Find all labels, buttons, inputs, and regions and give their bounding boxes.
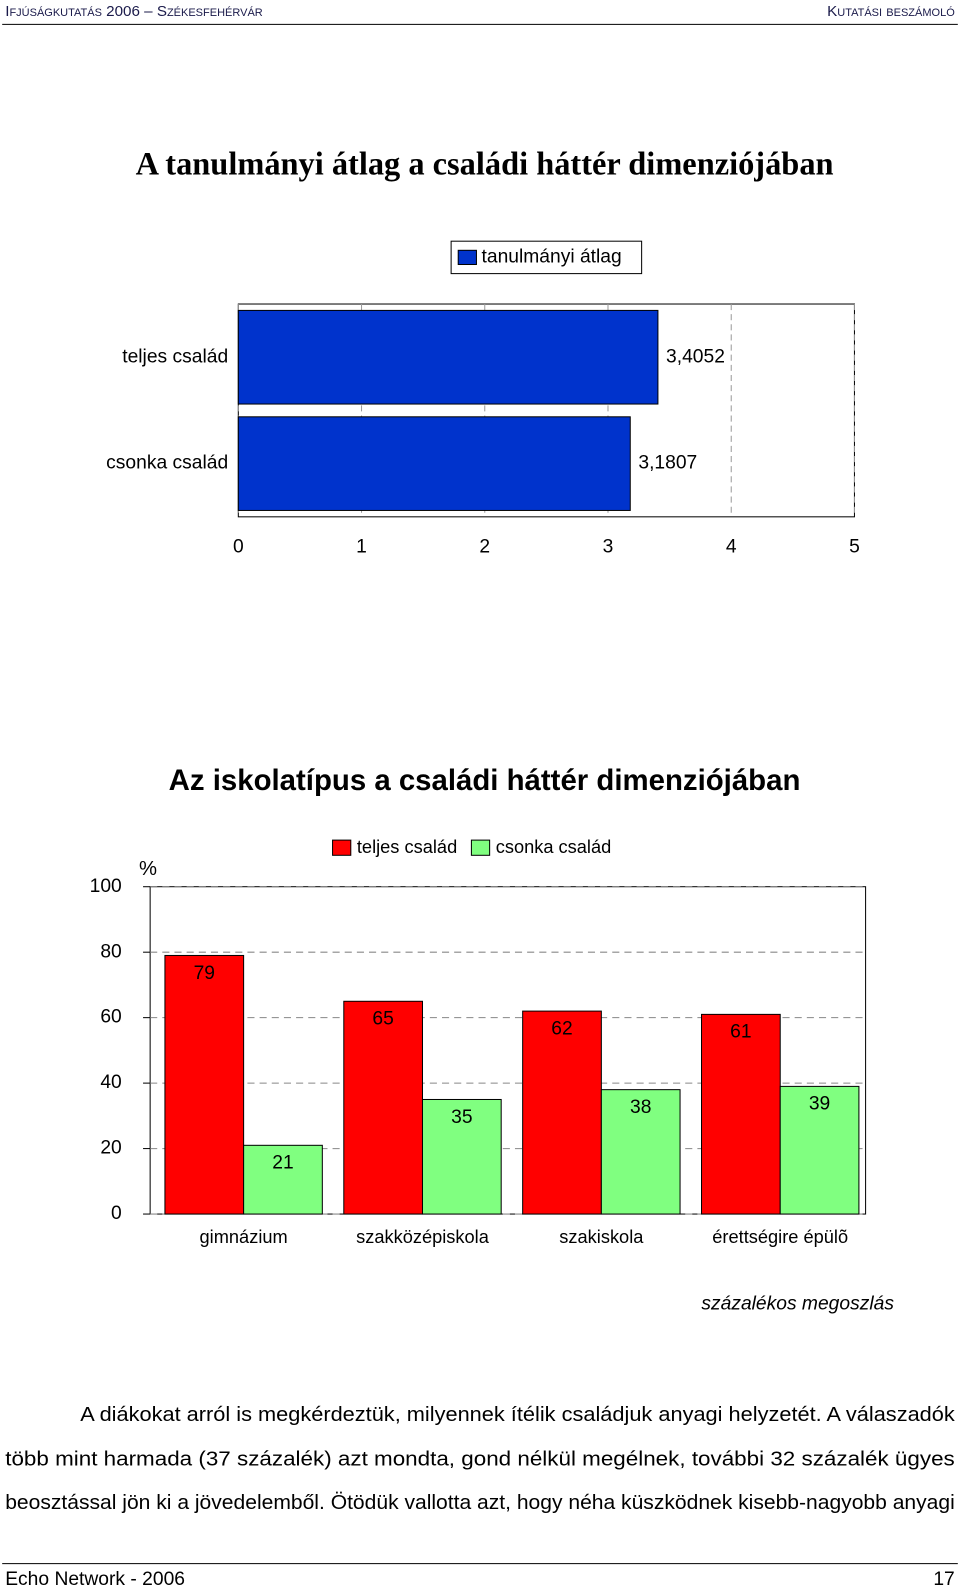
bar — [522, 1010, 602, 1215]
x-tick-label: 2 — [479, 536, 490, 557]
bar — [164, 954, 245, 1215]
paragraph-line: A diákokat arról is megkérdeztük, milyen… — [80, 1404, 955, 1426]
value-label: 35 — [451, 1107, 472, 1128]
category-label: csonka család — [106, 453, 228, 474]
paragraph-line: beosztással jön ki a jövedelemből. Ötödü… — [5, 1492, 955, 1514]
x-tick-label: érettségire épülõ — [712, 1226, 848, 1247]
bar — [343, 1000, 423, 1215]
value-label: 61 — [730, 1022, 751, 1043]
x-tick-label: 5 — [849, 536, 860, 557]
value-label: 3,1807 — [638, 453, 697, 474]
value-label: 38 — [630, 1097, 651, 1118]
legend-swatch — [470, 839, 491, 856]
x-tick-label: 0 — [233, 536, 244, 557]
bar — [701, 1013, 781, 1215]
x-tick-label: 4 — [726, 536, 737, 557]
chart-note: százalékos megoszlás — [701, 1293, 894, 1314]
category-label: teljes család — [122, 346, 228, 367]
footer-right: 17 — [933, 1569, 954, 1589]
x-tick-label: 3 — [603, 536, 614, 557]
y-tick-label: 100 — [90, 876, 122, 897]
x-tick-label: szakiskola — [559, 1226, 644, 1247]
value-label: 39 — [809, 1094, 830, 1115]
y-tick-label: 40 — [100, 1072, 121, 1093]
value-label: 62 — [551, 1018, 572, 1039]
bar — [421, 1098, 502, 1215]
bar — [779, 1085, 860, 1215]
x-tick-label: gimnázium — [200, 1226, 288, 1247]
legend-label: teljes család — [357, 836, 457, 857]
value-label: 65 — [372, 1009, 393, 1030]
chart-title: Az iskolatípus a családi háttér dimenzió… — [169, 764, 801, 797]
legend-box — [450, 240, 643, 275]
y-tick-label: 60 — [100, 1007, 121, 1028]
x-tick-label: szakközépiskola — [356, 1226, 490, 1247]
y-tick-label: 80 — [100, 941, 121, 962]
value-label: 79 — [194, 963, 215, 984]
paragraph-line: több mint harmada (37 százalék) azt mond… — [5, 1449, 955, 1471]
y-tick-label: 20 — [100, 1138, 121, 1159]
y-tick-label: 0 — [111, 1203, 122, 1224]
legend-swatch — [457, 249, 477, 266]
x-tick-label: 1 — [356, 536, 367, 557]
legend-label: csonka család — [496, 836, 612, 857]
value-label: 21 — [272, 1153, 293, 1174]
bar — [243, 1144, 323, 1215]
header-right: Kutatási beszámoló — [827, 3, 955, 20]
legend-label: tanulmányi átlag — [482, 246, 622, 267]
bar — [237, 416, 631, 511]
bar — [600, 1089, 681, 1215]
header-left: Ifjúságkutatás 2006 – Székesfehérvár — [5, 3, 263, 20]
y-axis-label: % — [139, 858, 157, 880]
chart-title: A tanulmányi átlag a családi háttér dime… — [136, 147, 834, 183]
footer-left: Echo Network - 2006 — [5, 1569, 185, 1589]
bar — [237, 309, 659, 405]
legend-swatch — [332, 839, 352, 856]
value-label: 3,4052 — [666, 346, 725, 367]
